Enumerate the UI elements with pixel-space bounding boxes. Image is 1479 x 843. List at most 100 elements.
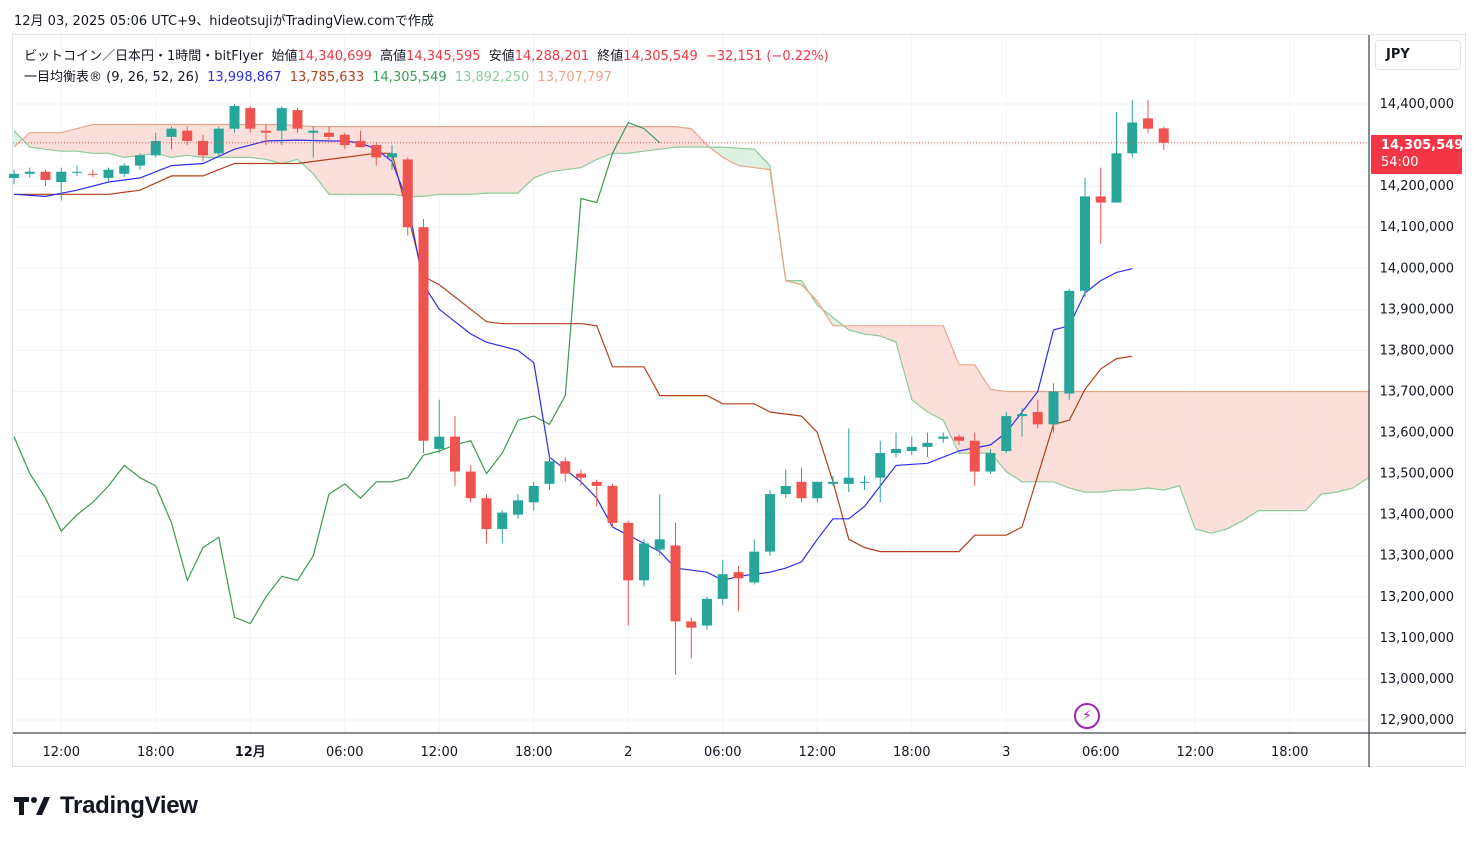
- cloud-segment: [659, 126, 664, 150]
- cloud-segment: [33, 132, 38, 149]
- price-tick-label: 13,800,000: [1380, 343, 1454, 358]
- cloud-segment: [1336, 391, 1342, 493]
- indicator-title[interactable]: 一目均衡表® (9, 26, 52, 26): [24, 70, 199, 85]
- cloud-segment: [143, 124, 149, 156]
- candle-body: [1001, 416, 1012, 452]
- ohlc-legend[interactable]: ビットコイン／日本円・1時間・bitFlyer 始値14,340,699 高値1…: [24, 45, 833, 64]
- low-value: 14,288,201: [514, 49, 590, 64]
- candle-body: [812, 481, 823, 499]
- cloud-segment: [1092, 391, 1098, 493]
- cloud-segment: [923, 325, 928, 413]
- cloud-segment: [1029, 391, 1035, 483]
- indicator-legend[interactable]: 一目均衡表® (9, 26, 52, 26) 13,998,867 13,785…: [24, 66, 616, 85]
- cloud-segment: [1171, 391, 1176, 489]
- candle-body: [1127, 122, 1138, 154]
- candle-body: [465, 471, 476, 499]
- cloud-segment: [1017, 391, 1023, 483]
- price-tick-label: 14,200,000: [1380, 179, 1454, 194]
- cloud-segment: [1202, 391, 1208, 533]
- candle-body: [1111, 153, 1122, 203]
- cloud-segment: [580, 126, 586, 169]
- cloud-segment: [679, 126, 684, 148]
- candle-body: [639, 543, 649, 581]
- cloud-segment: [565, 126, 570, 170]
- cloud-segment: [435, 126, 440, 196]
- cloud-segment: [466, 126, 471, 195]
- cloud-segment: [990, 389, 995, 459]
- cloud-segment: [675, 126, 680, 148]
- cloud-segment: [1321, 391, 1326, 495]
- cloud-segment: [131, 124, 137, 157]
- cloud-segment: [1021, 391, 1027, 483]
- cloud-segment: [242, 124, 247, 158]
- cloud-segment: [104, 124, 109, 154]
- symbol-title[interactable]: ビットコイン／日本円・1時間・bitFlyer: [24, 49, 264, 64]
- cloud-segment: [1139, 391, 1145, 490]
- cloud-segment: [309, 126, 314, 175]
- cloud-segment: [423, 126, 428, 197]
- price-tick-label: 13,600,000: [1380, 426, 1454, 441]
- cloud-segment: [364, 126, 369, 195]
- cloud-segment: [1226, 391, 1231, 530]
- candle-body: [922, 442, 933, 447]
- change-value: −32,151 (−0.22%): [705, 49, 829, 64]
- time-tick-label: 06:00: [1082, 745, 1119, 760]
- cloud-segment: [1269, 391, 1275, 511]
- candle-body: [87, 173, 98, 175]
- cloud-segment: [1084, 391, 1090, 493]
- price-tick-label: 13,500,000: [1380, 467, 1454, 482]
- cloud-segment: [1187, 391, 1192, 519]
- candle-body: [198, 140, 208, 156]
- cloud-segment: [1155, 391, 1161, 490]
- cloud-segment: [1344, 391, 1350, 491]
- span-a-value: 13,892,250: [454, 70, 530, 85]
- time-tick-label: 06:00: [326, 745, 363, 760]
- time-tick-label: 12月: [235, 745, 266, 760]
- cloud-segment: [301, 125, 306, 168]
- ichimoku-lines: [13, 121, 1369, 625]
- candle-body: [418, 227, 429, 441]
- price-tick-label: 12,900,000: [1380, 713, 1454, 728]
- cloud-segment: [1210, 391, 1216, 534]
- cloud-segment: [431, 126, 436, 196]
- candle-body: [796, 481, 807, 499]
- cloud-segment: [474, 126, 479, 195]
- cloud-segment: [316, 126, 322, 185]
- candle-body: [245, 108, 256, 129]
- cloud-segment: [1041, 391, 1046, 483]
- candle-body: [1095, 196, 1106, 203]
- cloud-segment: [895, 325, 901, 357]
- candle-body: [434, 436, 445, 449]
- time-tick-label: 18:00: [137, 745, 174, 760]
- cloud-segment: [1265, 391, 1271, 511]
- candle-body: [828, 481, 838, 484]
- candle-body: [623, 522, 634, 581]
- cloud-segment: [352, 126, 357, 195]
- tenkan-value: 13,998,867: [207, 70, 282, 85]
- cloud-segment: [297, 125, 302, 164]
- cloud-segment: [356, 126, 361, 195]
- cloud-segment: [49, 132, 54, 151]
- cloud-segment: [509, 126, 515, 194]
- cloud-segment: [1096, 391, 1101, 493]
- cloud-segment: [663, 126, 668, 149]
- time-tick-label: 12:00: [421, 745, 458, 760]
- price-tick-label: 13,200,000: [1380, 590, 1454, 605]
- cloud-segment: [1340, 391, 1346, 492]
- candle-body: [450, 436, 460, 472]
- cloud-segment: [1088, 391, 1094, 493]
- cloud-segment: [915, 325, 920, 407]
- lightning-icon[interactable]: ⚡: [1074, 703, 1100, 729]
- cloud-segment: [1356, 391, 1361, 486]
- cloud-segment: [395, 126, 401, 196]
- currency-selector[interactable]: JPY: [1375, 40, 1461, 70]
- cloud-segment: [64, 130, 70, 152]
- cloud-segment: [883, 325, 889, 340]
- tradingview-logo[interactable]: TradingView: [14, 792, 198, 820]
- cloud-segment: [541, 126, 546, 176]
- cloud-segment: [1104, 391, 1109, 492]
- price-tick-label: 14,400,000: [1380, 97, 1454, 112]
- candle-body: [1143, 118, 1153, 129]
- cloud-segment: [919, 325, 924, 410]
